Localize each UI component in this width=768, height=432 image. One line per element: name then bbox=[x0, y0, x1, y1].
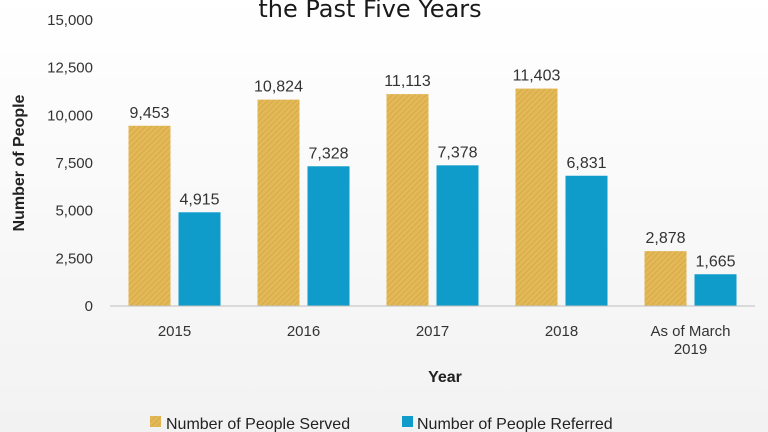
x-tick-label: As of March 2019 bbox=[650, 323, 730, 358]
data-label: 6,831 bbox=[566, 155, 606, 172]
x-axis-ticks: 2015 2016 2017 2018 As of March 2019 bbox=[158, 323, 731, 358]
y-tick-label: 10,000 bbox=[47, 107, 93, 124]
y-tick-label: 12,500 bbox=[47, 60, 93, 77]
data-label: 9,453 bbox=[129, 105, 169, 122]
legend-swatch-served bbox=[150, 416, 161, 427]
bars: 9,453 4,915 10,824 7,328 11,113 7,378 11,403 6,… bbox=[128, 68, 737, 307]
bar-referred bbox=[178, 212, 221, 306]
bar-served bbox=[644, 251, 687, 306]
x-tick-label: 2016 bbox=[287, 323, 320, 340]
legend-label-served: Number of People Served bbox=[166, 416, 350, 432]
y-axis-ticks: 0 2,500 5,000 7,500 10,000 12,500 15,000 bbox=[47, 12, 93, 315]
data-label: 11,113 bbox=[384, 73, 431, 90]
bar-referred bbox=[565, 175, 608, 306]
data-label: 4,915 bbox=[179, 191, 219, 208]
bar-referred bbox=[307, 166, 350, 306]
y-tick-label: 0 bbox=[85, 298, 93, 315]
bar-served bbox=[128, 125, 171, 306]
bar-referred bbox=[436, 165, 479, 306]
x-tick-label: 2015 bbox=[158, 323, 191, 340]
chart-title: the Past Five Years bbox=[258, 0, 481, 23]
data-label: 7,378 bbox=[437, 144, 477, 161]
y-tick-label: 7,500 bbox=[55, 155, 93, 172]
y-axis-title: Number of People bbox=[11, 94, 28, 231]
x-axis-title: Year bbox=[428, 369, 462, 386]
bar-served bbox=[386, 94, 429, 306]
data-label: 7,328 bbox=[308, 145, 348, 162]
data-label: 1,665 bbox=[695, 253, 735, 270]
data-label: 2,878 bbox=[645, 230, 685, 247]
legend-swatch-referred bbox=[402, 416, 413, 427]
bar-referred bbox=[694, 274, 737, 306]
x-tick-label: 2018 bbox=[545, 323, 578, 340]
bar-served bbox=[515, 88, 558, 307]
y-tick-label: 15,000 bbox=[47, 12, 93, 29]
y-tick-label: 5,000 bbox=[55, 203, 93, 220]
legend-label-referred: Number of People Referred bbox=[417, 416, 613, 432]
y-tick-label: 2,500 bbox=[55, 250, 93, 267]
legend: Number of People Served Number of People… bbox=[150, 416, 613, 432]
x-tick-label: 2017 bbox=[416, 323, 449, 340]
data-label: 11,403 bbox=[513, 68, 561, 85]
data-label: 10,824 bbox=[254, 79, 303, 96]
bar-served bbox=[257, 99, 300, 306]
